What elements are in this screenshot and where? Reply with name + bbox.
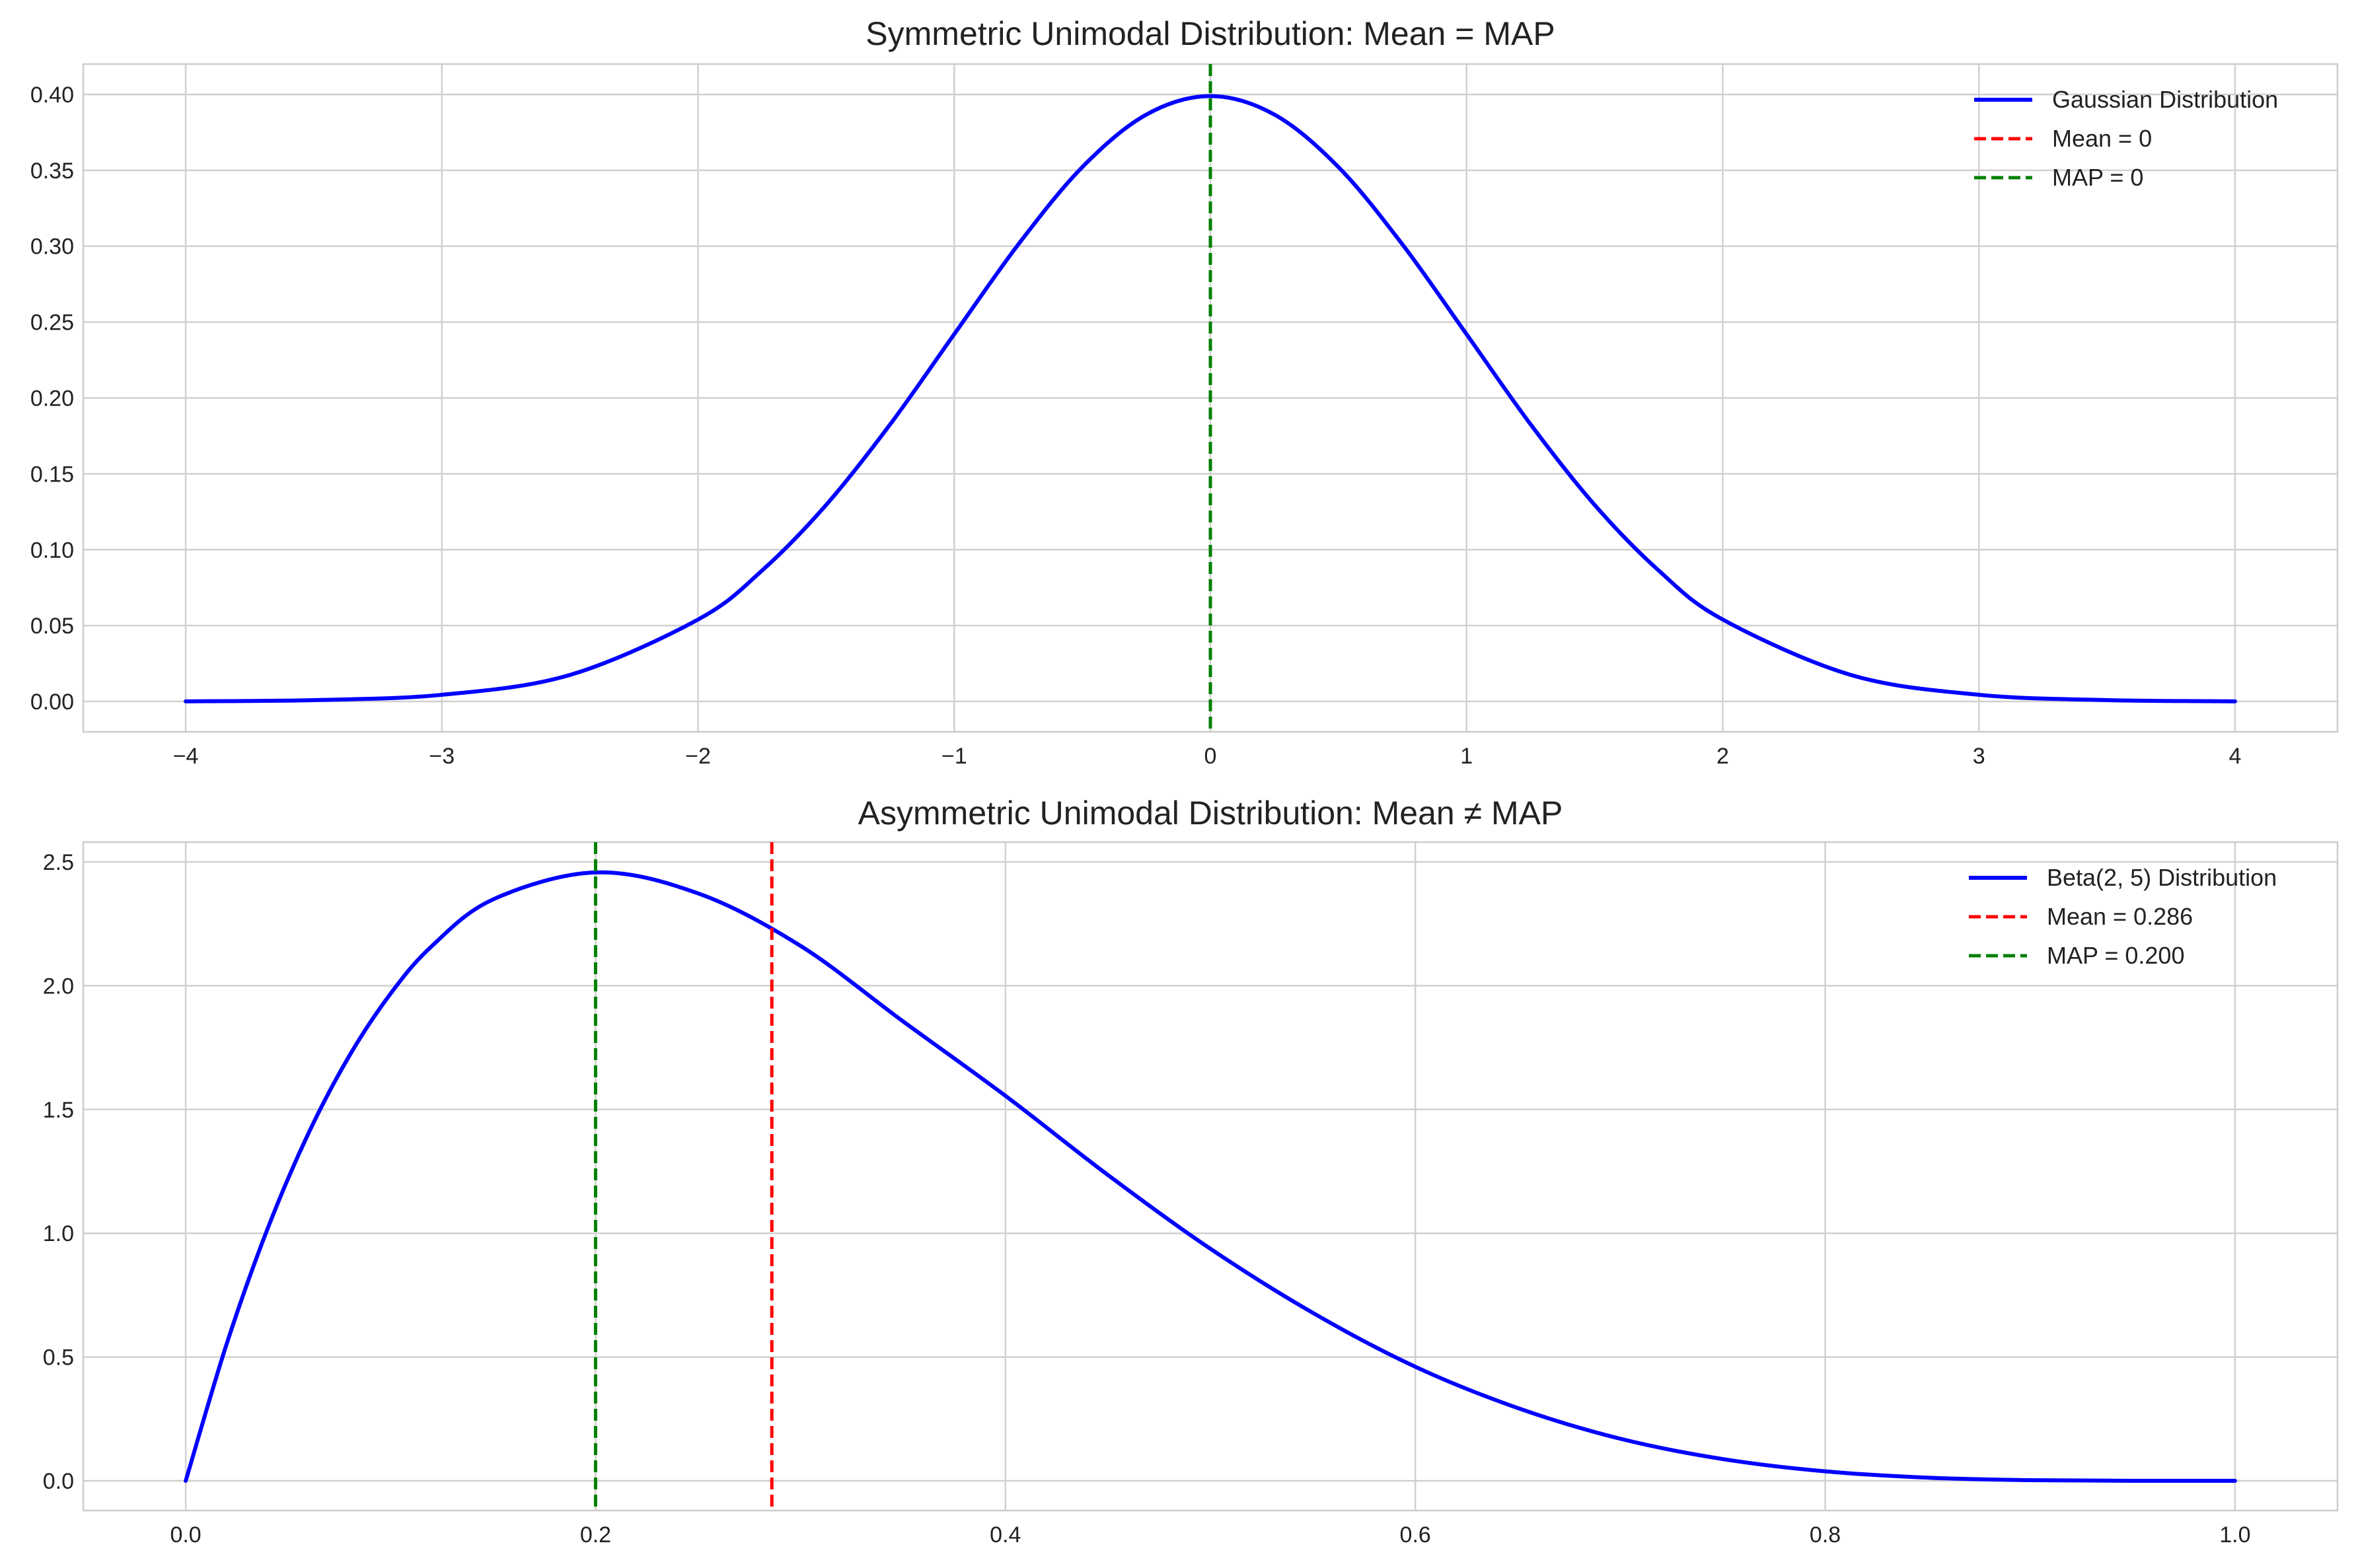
x-tick-label: 0.8 bbox=[1810, 1522, 1841, 1548]
y-tick-label: 0.10 bbox=[30, 538, 74, 563]
legend-label: Beta(2, 5) Distribution bbox=[2047, 864, 2277, 891]
y-tick-label: 2.0 bbox=[43, 974, 74, 999]
legend-label: Mean = 0.286 bbox=[2047, 903, 2193, 930]
plot-frame bbox=[82, 841, 2339, 1512]
legend-label: Gaussian Distribution bbox=[2052, 86, 2278, 113]
legend-label: MAP = 0 bbox=[2052, 164, 2143, 191]
y-tick-label: 0.0 bbox=[43, 1469, 74, 1494]
chart-2: 0.0 0.2 0.4 0.6 0.8 1.0 0.0 0.5 1.0 1.5 2.0 2.5 Asym… bbox=[43, 795, 2339, 1548]
y-tick-label: 0.5 bbox=[43, 1345, 74, 1371]
x-tick-label: 4 bbox=[2229, 744, 2241, 769]
x-tick-label: 0 bbox=[1204, 744, 1217, 769]
y-tick-label: 0.25 bbox=[30, 310, 74, 336]
x-tick-label: −4 bbox=[173, 744, 199, 769]
x-tick-label: −1 bbox=[941, 744, 967, 769]
y-tick-label: 2.5 bbox=[43, 850, 74, 875]
x-tick-label: 0.4 bbox=[990, 1522, 1021, 1548]
x-tick-label: 3 bbox=[1973, 744, 1985, 769]
x-tick-label: 0.2 bbox=[580, 1522, 611, 1548]
x-tick-label: 1.0 bbox=[2219, 1522, 2250, 1548]
x-tick-label: 2 bbox=[1716, 744, 1729, 769]
chart-title: Asymmetric Unimodal Distribution: Mean ≠… bbox=[858, 795, 1563, 832]
chart-title: Symmetric Unimodal Distribution: Mean = … bbox=[866, 15, 1555, 52]
y-tick-label: 0.20 bbox=[30, 386, 74, 411]
chart-1: −4 −3 −2 −1 0 1 2 3 4 0.00 0.05 0.10 0.15 0.20 0.25 0.3… bbox=[30, 15, 2339, 769]
y-tick-label: 0.35 bbox=[30, 159, 74, 184]
x-tick-label: 0.0 bbox=[170, 1522, 201, 1548]
x-tick-label: 0.6 bbox=[1400, 1522, 1431, 1548]
y-tick-label: 0.30 bbox=[30, 234, 74, 260]
legend-label: MAP = 0.200 bbox=[2047, 942, 2184, 969]
y-tick-label: 0.40 bbox=[30, 83, 74, 108]
y-tick-label: 1.0 bbox=[43, 1221, 74, 1246]
y-tick-label: 0.15 bbox=[30, 462, 74, 487]
y-tick-label: 1.5 bbox=[43, 1098, 74, 1123]
legend-label: Mean = 0 bbox=[2052, 125, 2152, 152]
y-tick-label: 0.05 bbox=[30, 614, 74, 639]
x-tick-label: 1 bbox=[1460, 744, 1473, 769]
x-tick-label: −3 bbox=[429, 744, 455, 769]
series-line bbox=[184, 870, 2237, 1483]
legend: Beta(2, 5) Distribution Mean = 0.286 MAP =… bbox=[1969, 864, 2277, 969]
y-tick-label: 0.00 bbox=[30, 690, 74, 715]
x-tick-label: −2 bbox=[685, 744, 711, 769]
legend: Gaussian Distribution Mean = 0 MAP = 0 bbox=[1974, 86, 2278, 191]
series-line bbox=[184, 94, 2237, 703]
